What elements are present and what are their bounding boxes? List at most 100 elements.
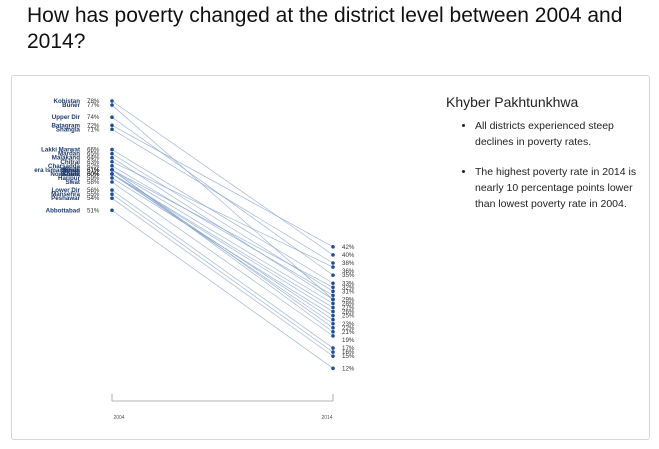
district-label: Batagram: [51, 122, 80, 129]
value-label-2004: 60%: [87, 171, 100, 178]
district-label: Lakki Marwat: [41, 147, 80, 154]
district-label: Bannu: [61, 171, 80, 178]
slope-line: [111, 100, 334, 256]
value-label-2014: 27%: [342, 305, 355, 312]
district-label: Kohat: [62, 171, 80, 178]
point-2014: [331, 330, 335, 334]
value-label-2004: 56%: [87, 187, 100, 194]
value-label-2014: 22%: [342, 325, 355, 332]
district-label: Upper Dir: [52, 114, 81, 121]
value-label-2014: 28%: [342, 301, 355, 308]
district-label: Chitral: [60, 159, 80, 166]
value-label-2014: 21%: [342, 329, 355, 336]
value-label-2014: 29%: [342, 296, 355, 303]
value-label-2014: 33%: [342, 280, 355, 287]
x-axis: 2004 2014: [111, 394, 334, 421]
district-label: Lower Dir: [51, 187, 80, 194]
district-label: era Ismail Khan: [34, 167, 80, 174]
value-label-2014: 32%: [342, 284, 355, 291]
value-label-2014: 36%: [342, 268, 355, 275]
slope-line: [111, 165, 334, 296]
value-label-2004: 61%: [87, 167, 100, 174]
x-tick-label: 2004: [113, 415, 124, 421]
point-2004: [110, 127, 114, 132]
value-label-2004: 54%: [87, 195, 100, 202]
point-2004: [110, 151, 114, 156]
point-2004: [110, 159, 114, 164]
slope-line: [111, 210, 334, 369]
point-2014: [331, 265, 335, 269]
note-item: The highest poverty rate in 2014 is near…: [475, 164, 646, 212]
point-2014: [331, 354, 335, 358]
chart-card: Kohistan 78% Buner 77% Upper Dir 74% Batagram 7…: [11, 75, 650, 440]
note-item: All districts experienced steep declines…: [475, 118, 646, 150]
slope-lines: [111, 100, 334, 369]
value-label-2014: 19%: [342, 337, 355, 344]
point-2004: [110, 123, 114, 128]
district-label: Shangla: [56, 126, 81, 133]
value-label-2004: 77%: [87, 102, 100, 109]
value-label-2014: 25%: [342, 313, 355, 320]
value-label-2014: 12%: [342, 365, 355, 372]
value-label-2014: 23%: [342, 321, 355, 328]
slope-line: [111, 124, 334, 248]
point-2004: [110, 180, 114, 184]
value-label-2004: 59%: [87, 175, 100, 182]
district-label: Hangu: [61, 167, 80, 174]
value-label-2004: 55%: [87, 191, 100, 198]
slope-line: [111, 181, 334, 337]
district-label: Nowshera: [50, 171, 80, 178]
value-label-2004: 60%: [87, 171, 100, 178]
slope-line: [111, 169, 334, 288]
point-2014: [331, 301, 335, 306]
page-title: How has poverty changed at the district …: [27, 4, 623, 53]
value-label-2004: 61%: [87, 167, 100, 174]
info-panel: Khyber Pakhtunkhwa All districts experie…: [446, 94, 646, 226]
district-label: Tank: [66, 171, 81, 178]
slope-line: [111, 161, 334, 268]
point-2004: [110, 99, 114, 103]
point-2004: [110, 208, 114, 213]
value-label-2004: 66%: [87, 147, 100, 154]
slope-line: [111, 197, 334, 357]
district-label: Malakand: [52, 155, 80, 162]
value-label-2004: 72%: [87, 122, 100, 129]
district-label: Swabi: [62, 167, 80, 174]
slope-line: [111, 153, 334, 292]
district-label: Abbottabad: [46, 207, 81, 214]
district-label: Haripur: [58, 175, 81, 182]
slope-line: [111, 173, 334, 325]
point-2004: [110, 172, 114, 176]
point-2014: [331, 350, 335, 354]
value-label-2004: 63%: [87, 159, 100, 166]
value-label-2014: 40%: [342, 252, 355, 259]
point-2004: [110, 103, 114, 107]
point-2014: [331, 273, 335, 277]
value-label-2004: 51%: [87, 207, 100, 214]
point-2014: [331, 253, 335, 257]
district-label: Kohistan: [54, 98, 81, 105]
value-label-2004: 71%: [87, 126, 100, 133]
point-2014: [331, 346, 335, 350]
value-label-2004: 62%: [87, 163, 100, 170]
value-label-2004: 61%: [87, 167, 100, 174]
point-2014: [331, 293, 335, 298]
point-2004: [110, 192, 114, 196]
point-2014: [331, 321, 335, 326]
point-2014: [331, 289, 335, 294]
value-label-2014: 35%: [342, 272, 355, 279]
point-2014: [331, 313, 335, 318]
value-label-2014: 38%: [342, 260, 355, 267]
value-label-2004: 64%: [87, 155, 100, 162]
point-2014: [331, 281, 335, 286]
value-label-2004: 61%: [87, 167, 100, 174]
value-label-2014: 17%: [342, 345, 355, 352]
value-label-2014: 26%: [342, 309, 355, 316]
slope-line: [111, 173, 334, 320]
value-label-2014: 42%: [342, 244, 355, 251]
district-label: Karak: [63, 167, 81, 174]
value-label-2004: 78%: [87, 98, 100, 105]
slope-chart: Kohistan 78% Buner 77% Upper Dir 74% Batagram 7…: [34, 98, 355, 421]
value-label-2004: 65%: [87, 151, 100, 158]
point-2014: [331, 366, 335, 371]
